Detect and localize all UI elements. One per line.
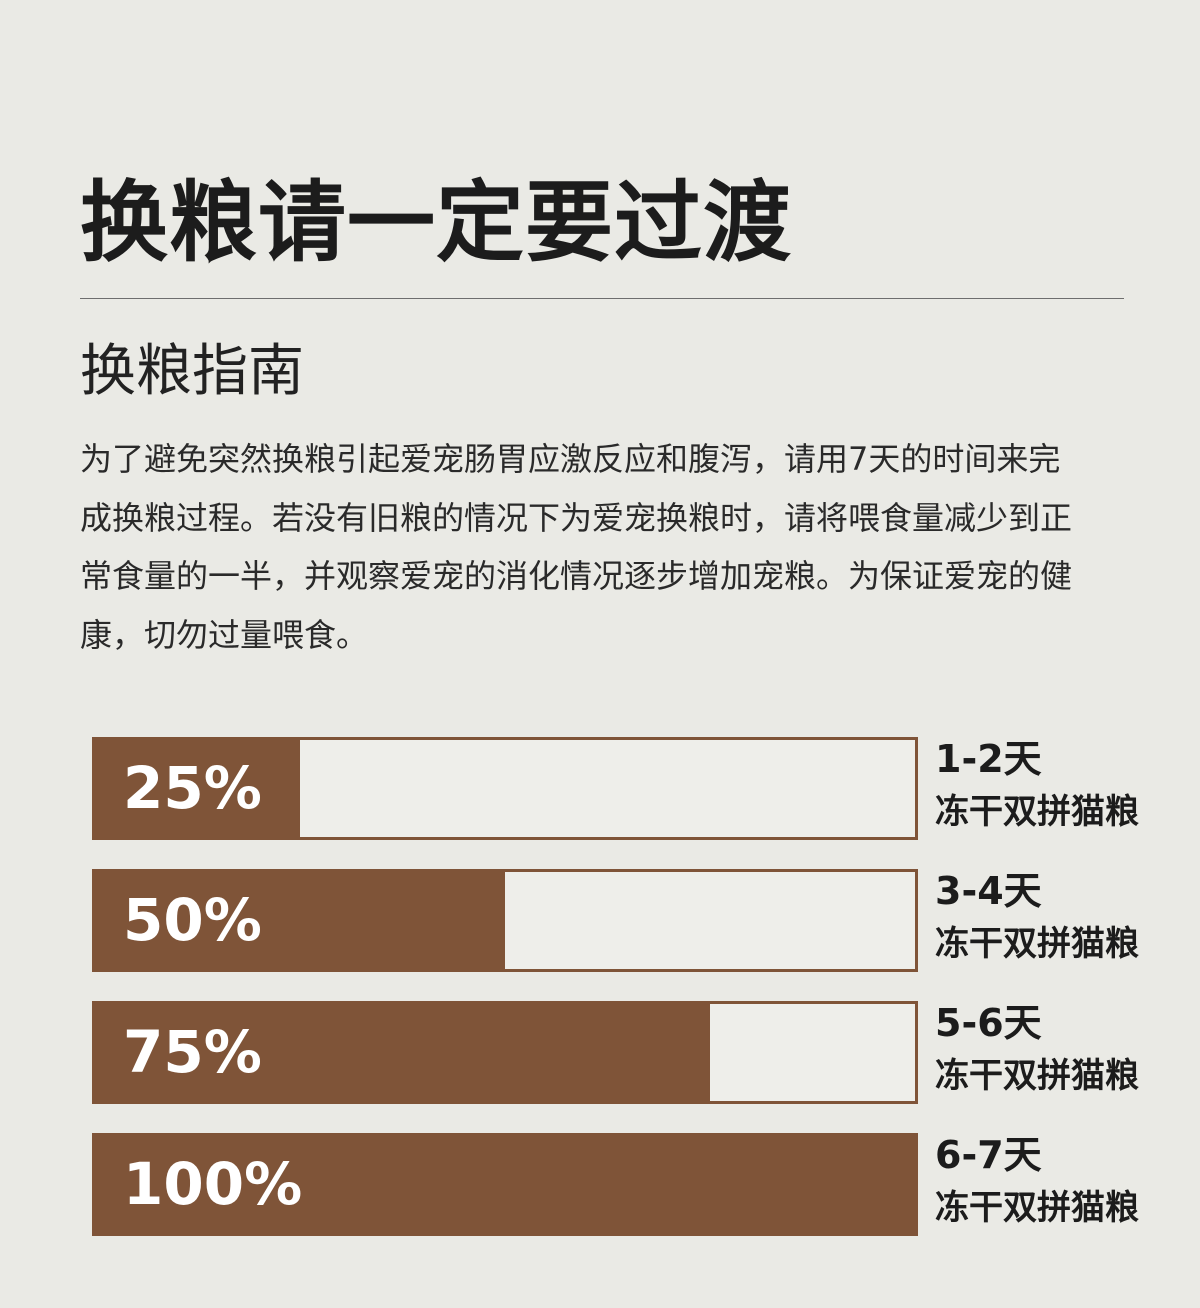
row-product-label: 冻干双拼猫粮 (935, 792, 1139, 832)
transition-bar-chart: 25% 1-2天 冻干双拼猫粮 50% 3-4天 冻干双拼猫粮 75% 5-6天 冻干双拼猫粮 1… (92, 737, 1172, 1237)
row-product-label: 冻干双拼猫粮 (935, 1188, 1139, 1228)
title-divider (80, 298, 1124, 299)
page-title: 换粮请一定要过渡 (80, 171, 793, 274)
bar-fill (95, 1136, 915, 1233)
chart-row: 25% 1-2天冻干双拼猫粮 (92, 737, 1172, 840)
chart-row: 100% 6-7天冻干双拼猫粮 (92, 1133, 1172, 1236)
bar-track: 50% (92, 869, 918, 972)
row-days-label: 1-2天 (935, 737, 1042, 781)
bar-fill (95, 740, 300, 837)
bar-track: 100% (92, 1133, 918, 1236)
bar-percent-label: 25% (123, 754, 262, 822)
row-label: 3-4天冻干双拼猫粮 (935, 865, 1139, 971)
row-label: 6-7天冻干双拼猫粮 (935, 1129, 1139, 1235)
section-title: 换粮指南 (80, 339, 304, 404)
row-days-label: 5-6天 (935, 1001, 1042, 1045)
row-label: 1-2天冻干双拼猫粮 (935, 733, 1139, 839)
row-days-label: 6-7天 (935, 1133, 1042, 1177)
bar-fill (95, 1004, 710, 1101)
bar-track: 75% (92, 1001, 918, 1104)
chart-row: 50% 3-4天冻干双拼猫粮 (92, 869, 1172, 972)
row-days-label: 3-4天 (935, 869, 1042, 913)
bar-percent-label: 75% (123, 1018, 262, 1086)
bar-fill (95, 872, 505, 969)
bar-percent-label: 100% (123, 1150, 303, 1218)
chart-row: 75% 5-6天冻干双拼猫粮 (92, 1001, 1172, 1104)
row-label: 5-6天冻干双拼猫粮 (935, 997, 1139, 1103)
bar-percent-label: 50% (123, 886, 262, 954)
bar-track: 25% (92, 737, 918, 840)
row-product-label: 冻干双拼猫粮 (935, 1056, 1139, 1096)
row-product-label: 冻干双拼猫粮 (935, 924, 1139, 964)
intro-paragraph: 为了避免突然换粮引起爱宠肠胃应激反应和腹泻，请用7天的时间来完成换粮过程。若没有… (80, 440, 1073, 654)
